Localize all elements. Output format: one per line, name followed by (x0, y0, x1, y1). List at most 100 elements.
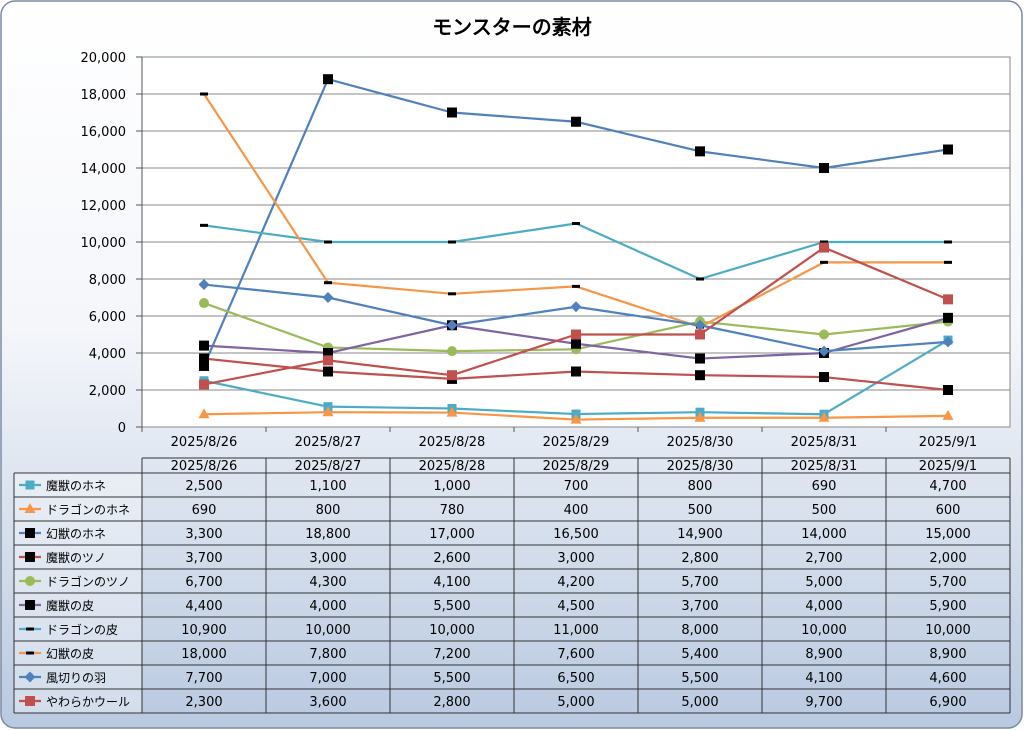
data-point (447, 107, 457, 118)
table-cell: 4,700 (929, 479, 966, 494)
data-point (694, 319, 706, 331)
data-point (323, 355, 333, 366)
y-tick-label: 20,000 (81, 51, 127, 66)
data-point (942, 336, 954, 348)
data-point (818, 411, 830, 422)
table-header-cell: 2025/8/27 (295, 459, 362, 474)
table-cell: 16,500 (553, 527, 599, 542)
table-cell: 10,000 (801, 623, 847, 638)
data-point (25, 528, 35, 538)
legend-label: ドラゴンの皮 (46, 622, 118, 637)
data-point (446, 319, 458, 331)
table-cell: 5,700 (681, 575, 718, 590)
data-point (572, 284, 580, 288)
data-point (571, 329, 581, 340)
table-cell: 2,500 (185, 479, 222, 494)
y-axis: 0 2,000 4,000 6,000 8,000 10,000 12,000 14,000 1… (81, 51, 143, 436)
y-tick-label: 0 (118, 421, 126, 436)
data-point (26, 651, 34, 655)
data-point (695, 329, 705, 340)
y-tick-label: 10,000 (81, 236, 127, 251)
data-point (446, 406, 458, 417)
data-point (322, 292, 334, 303)
legend-label: やわらかウール (46, 695, 130, 709)
table-cell: 400 (564, 503, 589, 518)
table-cell: 1,000 (433, 479, 470, 494)
y-tick-label: 14,000 (81, 162, 127, 177)
data-point (200, 223, 208, 227)
data-point (695, 370, 705, 381)
legend-label: 幻獣のホネ (46, 527, 106, 541)
legend-label: 魔獣のツノ (46, 550, 106, 565)
data-point (819, 329, 829, 340)
data-point (323, 348, 333, 358)
legend-label: 風切りの羽 (46, 671, 106, 685)
data-point (448, 292, 456, 296)
table-cell: 5,900 (929, 599, 966, 614)
data-point (199, 353, 209, 364)
data-point (942, 409, 954, 420)
table-cell: 17,000 (429, 527, 475, 542)
y-tick-label: 6,000 (89, 310, 126, 325)
gridlines (142, 56, 1010, 391)
data-point (696, 277, 704, 281)
table-cell: 5,500 (433, 599, 470, 614)
data-point (199, 379, 209, 390)
data-point (820, 240, 828, 244)
table-cell: 800 (688, 479, 713, 494)
table-cell: 8,900 (929, 647, 966, 662)
table-header-cell: 2025/8/29 (543, 459, 610, 474)
legend-label: 幻獣の皮 (46, 647, 94, 661)
data-point (818, 345, 830, 357)
data-point (24, 671, 36, 683)
data-point (943, 385, 953, 395)
table-cell: 5,700 (929, 575, 966, 590)
table-cell: 18,000 (181, 647, 227, 662)
y-tick-label: 4,000 (89, 347, 126, 362)
x-tick-label: 2025/8/28 (419, 435, 486, 450)
data-point (323, 74, 333, 85)
table-cell: 10,900 (181, 623, 227, 638)
data-point (200, 92, 208, 96)
data-point (819, 163, 829, 173)
data-point (199, 340, 209, 351)
data-point (324, 281, 332, 285)
table-cell: 690 (192, 503, 217, 518)
table-cell: 4,500 (557, 599, 594, 614)
data-point (198, 279, 210, 291)
table-cell: 780 (440, 503, 465, 518)
x-tick-label: 2025/8/30 (667, 435, 734, 450)
table-cell: 18,800 (305, 527, 351, 542)
data-point (24, 503, 36, 513)
x-tick-label: 2025/8/31 (791, 435, 858, 450)
table-header-cell: 2025/8/28 (419, 459, 486, 474)
data-point (943, 312, 953, 323)
table-cell: 3,700 (185, 551, 222, 566)
table-cell: 5,000 (557, 695, 594, 710)
table-cell: 2,800 (681, 551, 718, 566)
data-point (695, 146, 705, 157)
table-header-cell: 2025/8/26 (171, 459, 238, 474)
data-point (199, 360, 209, 371)
x-tick-label: 2025/8/27 (295, 435, 362, 450)
table-cell: 14,000 (801, 527, 847, 542)
legend-label: ドラゴンのツノ (46, 574, 130, 589)
table-cell: 7,800 (309, 647, 346, 662)
table-cell: 1,100 (309, 479, 346, 494)
data-point (944, 260, 952, 264)
table-cell: 600 (936, 503, 961, 518)
x-tick-label: 2025/8/29 (543, 435, 610, 450)
table-cell: 4,000 (805, 599, 842, 614)
data-point (448, 240, 456, 244)
y-tick-label: 2,000 (89, 384, 126, 399)
x-tick-label: 2025/9/1 (919, 435, 977, 450)
table-cell: 2,000 (929, 551, 966, 566)
table-header-cell: 2025/8/31 (791, 459, 858, 474)
table-cell: 2,600 (433, 551, 470, 566)
table-cell: 4,100 (805, 671, 842, 686)
data-point (819, 242, 829, 253)
data-point (571, 338, 581, 349)
table-cell: 10,000 (925, 623, 971, 638)
table-cell: 2,800 (433, 695, 470, 710)
